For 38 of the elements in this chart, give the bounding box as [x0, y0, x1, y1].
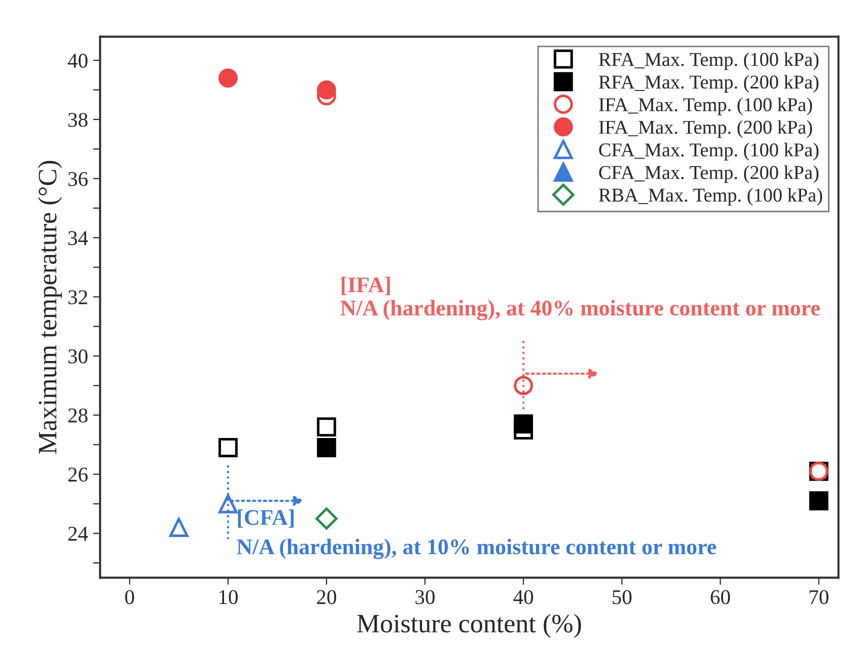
y-tick-label: 36 — [68, 172, 88, 186]
x-tick-label: 50 — [612, 590, 632, 604]
point — [316, 438, 336, 458]
legend-label: CFA_Max. Temp. (100 kPa) — [599, 142, 818, 160]
point — [809, 491, 828, 510]
point — [218, 68, 238, 88]
legend-label: RFA_Max. Temp. (200 kPa) — [598, 74, 818, 93]
annotation: [CFA] N/A (hardening), at 10% moisture content or more — [236, 509, 716, 560]
legend-label: RBA_Max. Temp. (100 kPa) — [598, 188, 822, 206]
y-tick-label: 40 — [68, 54, 88, 68]
x-axis-title: Moisture content (%) — [357, 614, 581, 638]
point — [514, 420, 534, 440]
y-tick-label: 38 — [68, 112, 88, 127]
y-tick-label: 32 — [68, 290, 88, 304]
point — [316, 417, 336, 437]
point — [218, 438, 238, 458]
legend-label: RFA_Max. Temp. (100 kPa) — [598, 52, 818, 70]
legend-label: IFA_Max. Temp. (200 kPa) — [599, 120, 812, 138]
x-tick-label: 0 — [125, 590, 134, 604]
legend-label: IFA_Max. Temp. (100 kPa) — [599, 98, 812, 116]
y-tick-label: 24 — [68, 526, 88, 541]
point — [169, 518, 188, 538]
point — [514, 376, 534, 396]
point — [218, 494, 238, 514]
x-tick-label: 60 — [710, 590, 730, 604]
x-tick-label: 40 — [513, 590, 534, 604]
x-tick-label: 10 — [219, 590, 238, 604]
x-tick-label: 70 — [810, 590, 828, 604]
legend-label: CFA_Max. Temp. (200 kPa) — [599, 165, 818, 184]
y-tick-label: 34 — [68, 231, 88, 246]
x-tick-label: 30 — [416, 590, 435, 604]
y-tick-label: 30 — [68, 349, 88, 364]
point — [315, 508, 338, 530]
x-tick-label: 20 — [317, 590, 336, 604]
y-tick-label: 26 — [68, 468, 88, 482]
y-tick-label: 28 — [68, 408, 88, 423]
annotation: [IFA] N/A (hardening), at 40% moisture content or more — [340, 276, 820, 320]
y-axis-title: Maximum temperature (°C) — [38, 160, 62, 454]
